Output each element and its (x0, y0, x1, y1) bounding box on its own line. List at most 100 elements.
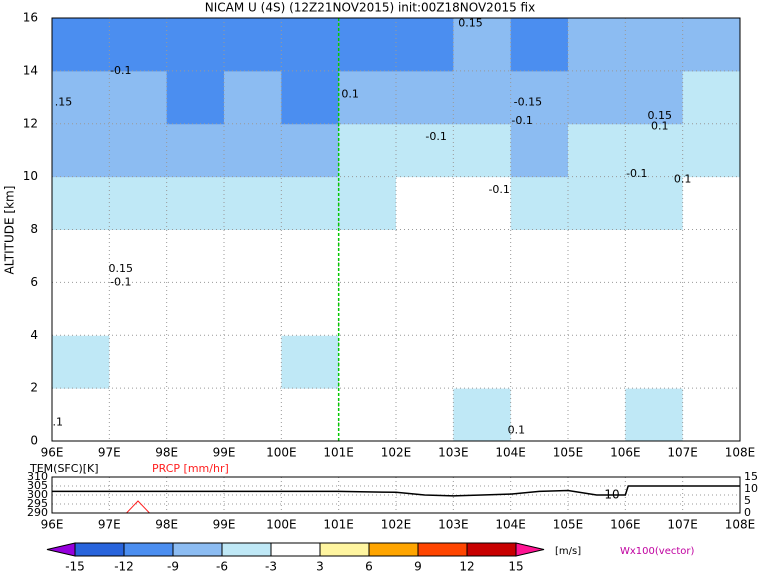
shade-cell (338, 388, 397, 442)
y-tick-label: 8 (30, 222, 38, 236)
line-label: 10 (604, 488, 619, 502)
shade-cell (682, 70, 741, 125)
shade-cell (52, 18, 110, 72)
colorbar-triangle (46, 542, 76, 557)
shade-cell (281, 388, 340, 442)
colorbar-label: -15 (65, 560, 85, 574)
x-tick-label: 107E (667, 446, 698, 460)
y-tick-label: 6 (30, 275, 38, 289)
legend-label: TEM(SFC)[K] (29, 462, 99, 475)
shade-cell (510, 18, 569, 72)
shade-cell (166, 123, 225, 178)
shade-cell (682, 123, 741, 178)
plot-frame (51, 17, 741, 442)
x-tick-label: 99E (213, 446, 236, 460)
colorbar-label: 9 (414, 560, 422, 574)
contour-label: -0.1 (511, 114, 532, 127)
y-tick-label: 14 (23, 63, 38, 77)
shade-cell (568, 388, 626, 442)
shade-cell (166, 70, 225, 125)
shade-cell (453, 388, 512, 442)
shade-cell (281, 176, 340, 230)
shade-cell (682, 335, 741, 389)
shade-cell (682, 388, 741, 442)
y-tick-label: 12 (23, 116, 38, 130)
y-tick-label: 295 (27, 497, 48, 510)
colorbar-label: -12 (114, 560, 134, 574)
x-tick-label: 104E (495, 518, 526, 532)
shade-cell (510, 176, 569, 230)
colorbar-label: 3 (316, 560, 324, 574)
shade-cell (338, 335, 397, 389)
x-tick-label: 108E (725, 518, 756, 532)
colorbar-box (221, 542, 272, 557)
note: Wx100(vector) (620, 546, 695, 557)
shade-cell (396, 229, 454, 283)
shade-cell (338, 18, 397, 72)
shade-cell (396, 176, 454, 230)
contour-label: .1 (52, 415, 63, 428)
shade-cell (109, 229, 168, 283)
y2-tick-label: 5 (744, 494, 751, 507)
x-tick-label: 105E (553, 446, 584, 460)
shade-cell (52, 335, 110, 389)
shade-cell (453, 282, 512, 336)
shade-cell (224, 70, 282, 125)
y-tick-label: 4 (30, 328, 38, 342)
shade-cell (281, 70, 340, 125)
colorbar-label: -6 (216, 560, 228, 574)
shade-cell (453, 176, 512, 230)
shade-cell (682, 18, 741, 72)
contour-label: -0.1 (626, 167, 647, 180)
shade-cell (166, 282, 225, 336)
shade-cell (568, 18, 626, 72)
colorbar-box (319, 542, 370, 557)
colorbar-box (123, 542, 174, 557)
colorbar-box (466, 542, 517, 557)
x-tick-label: 103E (438, 446, 469, 460)
shade-cell (166, 335, 225, 389)
x-tick-label: 98E (155, 446, 178, 460)
y-tick-label: 305 (27, 479, 48, 492)
shade-cell (625, 123, 684, 178)
shade-cell (109, 18, 168, 72)
shade-cell (568, 282, 626, 336)
series-line (52, 500, 740, 514)
shade-cell (453, 229, 512, 283)
contour-label: 0.15 (458, 16, 483, 29)
shade-cell (281, 282, 340, 336)
shade-cell (568, 70, 626, 125)
shade-cell (224, 18, 282, 72)
colorbar-box (74, 542, 125, 557)
x-tick-label: 108E (725, 446, 756, 460)
x-tick-label: 106E (610, 518, 641, 532)
shade-cell (109, 123, 168, 178)
shade-cell (453, 123, 512, 178)
y-tick-label: 10 (23, 169, 38, 183)
contour-label: 0.15 (109, 262, 134, 275)
shade-cell (625, 229, 684, 283)
x-tick-label: 96E (41, 446, 64, 460)
colorbar-box (368, 542, 419, 557)
y-tick-label: 290 (27, 506, 48, 519)
shade-cell (625, 388, 684, 442)
shade-cell (625, 335, 684, 389)
x-tick-label: 97E (98, 518, 121, 532)
x-tick-label: 100E (266, 518, 297, 532)
shade-cell (52, 70, 110, 125)
legend-label: PRCP [mm/hr] (152, 462, 229, 475)
y-tick-label: 16 (23, 11, 38, 25)
shade-cell (338, 282, 397, 336)
shade-cell (224, 229, 282, 283)
colorbar-box (417, 542, 468, 557)
shade-cell (52, 176, 110, 230)
shade-cell (224, 123, 282, 178)
shade-cell (281, 335, 340, 389)
x-tick-label: 99E (213, 518, 236, 532)
contour-label: 0.1 (674, 172, 692, 185)
x-tick-label: 103E (438, 518, 469, 532)
contour-label: -0.1 (110, 64, 131, 77)
contour-label: -0.1 (488, 183, 509, 196)
shade-cell (396, 123, 454, 178)
